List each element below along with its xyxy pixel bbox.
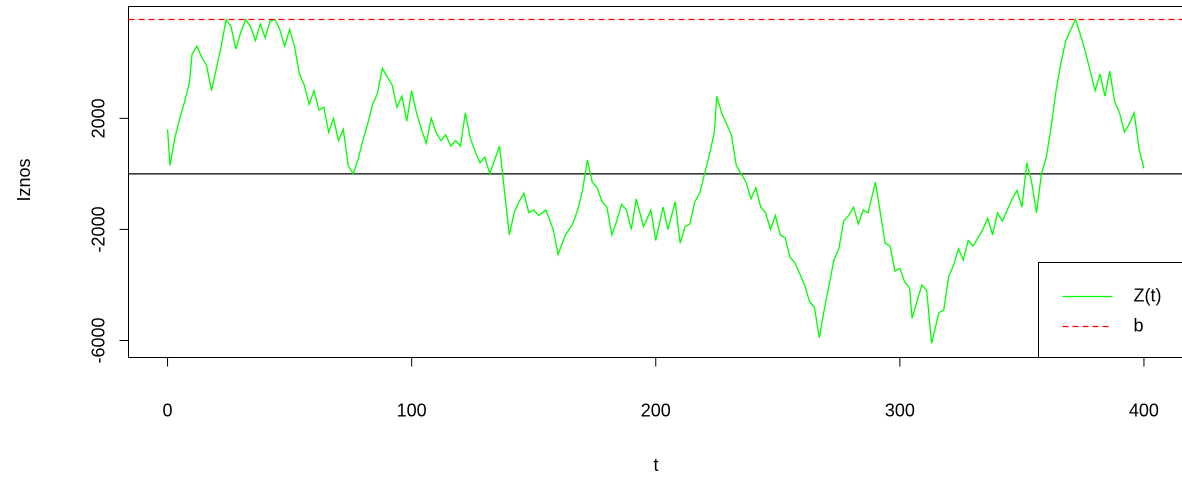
x-tick-label: 400 (1129, 400, 1159, 420)
legend-label: Z(t) (1134, 285, 1162, 305)
x-tick-label: 0 (163, 400, 173, 420)
y-tick-label: 2000 (89, 98, 109, 138)
y-tick-label: -6000 (89, 317, 109, 363)
legend-box (1038, 262, 1182, 358)
x-axis-label: t (653, 455, 658, 475)
plot-frame (128, 6, 1182, 358)
y-tick-label: -2000 (89, 206, 109, 252)
x-tick-label: 100 (397, 400, 427, 420)
x-tick-label: 300 (885, 400, 915, 420)
y-axis-label: Iznos (14, 158, 34, 201)
legend-label: b (1134, 315, 1144, 335)
line-series (166, 17, 1145, 344)
x-tick-label: 200 (641, 400, 671, 420)
